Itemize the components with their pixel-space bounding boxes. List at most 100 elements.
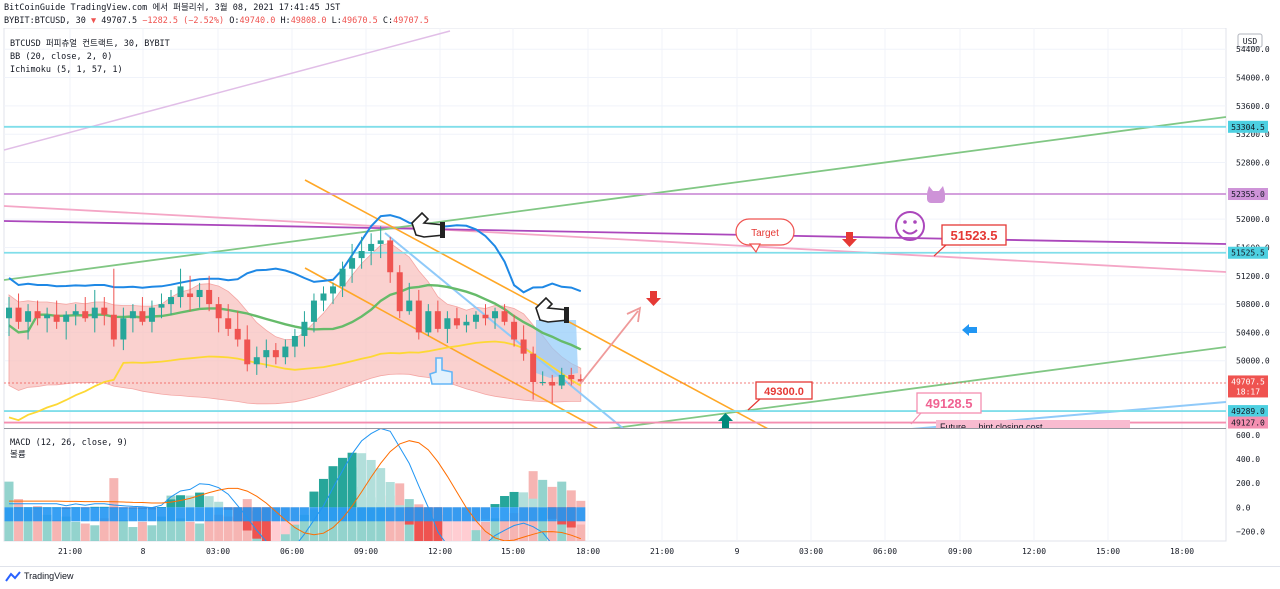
callout-49128[interactable]: 49128.5 <box>910 392 982 425</box>
candle <box>72 311 79 315</box>
candle <box>539 381 546 383</box>
currency-badge[interactable] <box>1237 33 1263 48</box>
plot-area[interactable] <box>3 28 1227 542</box>
tradingview-logo-icon[interactable] <box>5 571 21 583</box>
macd-zero-band <box>528 507 538 522</box>
currency-label: USD <box>1243 37 1258 46</box>
macd-zero-band <box>566 507 576 522</box>
price-tick: 50400.0 <box>1236 328 1270 337</box>
price-tick: 54400.0 <box>1236 45 1270 54</box>
time-tick: 06:00 <box>280 547 304 556</box>
tradingview-brand[interactable]: TradingView <box>24 571 74 581</box>
macd-zero-band <box>61 507 71 522</box>
macd-pane <box>4 429 586 541</box>
macd-zero-band <box>461 507 471 522</box>
macd-zero-band <box>423 507 433 522</box>
orange-channel-lower[interactable] <box>304 267 600 430</box>
time-axis[interactable]: 21:00 8 03:00 06:00 09:00 12:00 15:00 18:00 21:0… <box>58 547 1194 556</box>
grid <box>4 28 1226 541</box>
cat-icon <box>927 186 945 203</box>
low-value: 49670.5 <box>341 16 378 26</box>
candle <box>15 307 22 322</box>
macd-zero-band <box>118 507 128 522</box>
macd-bar <box>214 501 224 508</box>
forecast-arrowhead-icon <box>626 306 642 323</box>
close-value: 49707.5 <box>393 16 429 26</box>
candle <box>453 318 460 326</box>
price-badge-label: 49707.5 <box>1231 377 1265 386</box>
volume-bar <box>195 523 205 541</box>
down-triangle-icon: ▼ <box>91 16 97 26</box>
symbol-label: BYBIT:BTCUSD, 30 <box>4 16 86 26</box>
smiley-icon <box>895 211 925 241</box>
candle <box>82 311 89 319</box>
candle <box>377 240 384 244</box>
callout-51523[interactable]: 51523.5 <box>933 224 1007 257</box>
time-tick: 15:00 <box>1096 547 1120 556</box>
ohlc-line: BYBIT:BTCUSD, 30 ▼ 49707.5 −1282.5 (−2.5… <box>4 16 429 26</box>
candle <box>25 311 32 322</box>
price-axis[interactable]: USD 54400.0 54000.0 53600.0 53200.0 52800.0 5… <box>1228 33 1270 429</box>
macd-zero-band <box>433 507 443 522</box>
pointing-hand-up-icon <box>429 357 453 385</box>
price-badge <box>1228 120 1268 133</box>
open-value: 49740.0 <box>239 16 276 26</box>
legend-ichimoku[interactable]: Ichimoku (5, 1, 57, 1) <box>10 65 123 75</box>
purple-trendline-upper[interactable] <box>4 30 451 151</box>
candle <box>110 314 117 340</box>
green-trendline-lower[interactable] <box>600 346 1226 430</box>
macd-bar <box>528 498 538 508</box>
price-chart[interactable]: Target 51523.5 49300.0 49128.5 <box>0 28 1280 566</box>
forecast-arrow[interactable] <box>579 310 639 385</box>
candle <box>511 321 518 340</box>
pointing-hand-icon <box>411 211 445 238</box>
volume-bar <box>61 516 71 541</box>
candle <box>530 353 537 382</box>
macd-bar <box>442 507 452 541</box>
time-tick: 21:00 <box>58 547 82 556</box>
candle <box>158 304 165 308</box>
macd-bar <box>185 495 195 508</box>
volume-bar <box>156 516 166 541</box>
candle <box>139 311 146 322</box>
volume-bar <box>214 514 224 541</box>
macd-zero-band <box>519 507 529 522</box>
candles <box>6 226 584 404</box>
macd-zero-band <box>137 507 147 522</box>
legend-bb[interactable]: BB (20, close, 2, 0) <box>10 52 112 62</box>
time-tick: 18:00 <box>1170 547 1194 556</box>
macd-bar <box>509 491 519 508</box>
candle <box>301 321 308 336</box>
candle <box>406 300 413 312</box>
macd-zero-band <box>261 507 271 522</box>
macd-tick: 400.0 <box>1236 455 1260 464</box>
volume-bar <box>490 518 500 541</box>
macd-bar <box>414 507 424 541</box>
macd-zero-band <box>214 507 224 522</box>
target-callout[interactable]: Target <box>735 218 795 254</box>
candle <box>358 251 365 259</box>
blue-projection-line[interactable] <box>384 232 625 430</box>
macd-zero-band <box>4 507 14 522</box>
macd-zero-band <box>385 507 395 522</box>
macd-zero-band <box>500 507 510 522</box>
macd-zero-band <box>299 507 309 522</box>
macd-axis[interactable]: 600.0 400.0 200.0 0.0 −200.0 <box>1236 431 1265 536</box>
time-tick: 18:00 <box>576 547 600 556</box>
pink-trendline[interactable] <box>4 205 1226 273</box>
macd-zero-band <box>42 507 52 522</box>
orange-channel-upper[interactable] <box>304 179 770 430</box>
volume-bar <box>128 527 138 541</box>
volume-bar <box>90 525 100 541</box>
macd-bar <box>204 496 214 508</box>
macd-zero-band <box>318 507 328 522</box>
legend-volume[interactable]: 볼륨 <box>10 449 26 460</box>
volume-bar <box>299 514 309 541</box>
candle <box>120 318 127 340</box>
legend-macd[interactable]: MACD (12, 26, close, 9) <box>10 438 128 448</box>
purple-trendline[interactable] <box>4 220 1226 245</box>
candle <box>187 293 194 298</box>
signal-line <box>9 440 581 541</box>
macd-zero-band <box>252 507 262 522</box>
callout-49300[interactable]: 49300.0 <box>747 381 813 411</box>
